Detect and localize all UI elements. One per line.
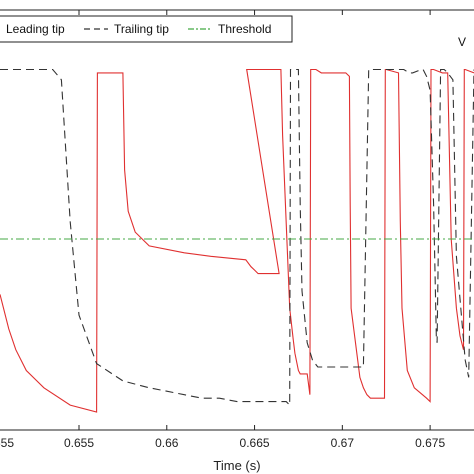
x-axis-label: Time (s) xyxy=(213,458,260,473)
x-tick-label: 0.675 xyxy=(415,436,445,450)
x-tick-label: 0.665 xyxy=(240,436,270,450)
axes-layer: .655 0.655 0.66 0.665 0.67 0.675 xyxy=(0,9,474,450)
x-tick-label: 0.655 xyxy=(64,436,94,450)
x-tick-label: 0.66 xyxy=(155,436,179,450)
x-tick-label: .655 xyxy=(0,436,14,450)
legend: Leading tip Trailing tip Threshold xyxy=(0,15,293,43)
x-tick-label: 0.67 xyxy=(331,436,355,450)
legend-label-threshold: Threshold xyxy=(218,22,271,36)
legend-label-leading-tip: Leading tip xyxy=(6,22,65,36)
plot-area xyxy=(0,10,474,430)
legend-box xyxy=(0,15,293,43)
legend-label-trailing-tip: Trailing tip xyxy=(114,22,169,36)
series-line-leading-tip xyxy=(0,68,474,413)
annotation-marker: V xyxy=(458,35,466,49)
series-line-trailing-tip xyxy=(0,68,474,407)
series-layer xyxy=(0,68,474,413)
